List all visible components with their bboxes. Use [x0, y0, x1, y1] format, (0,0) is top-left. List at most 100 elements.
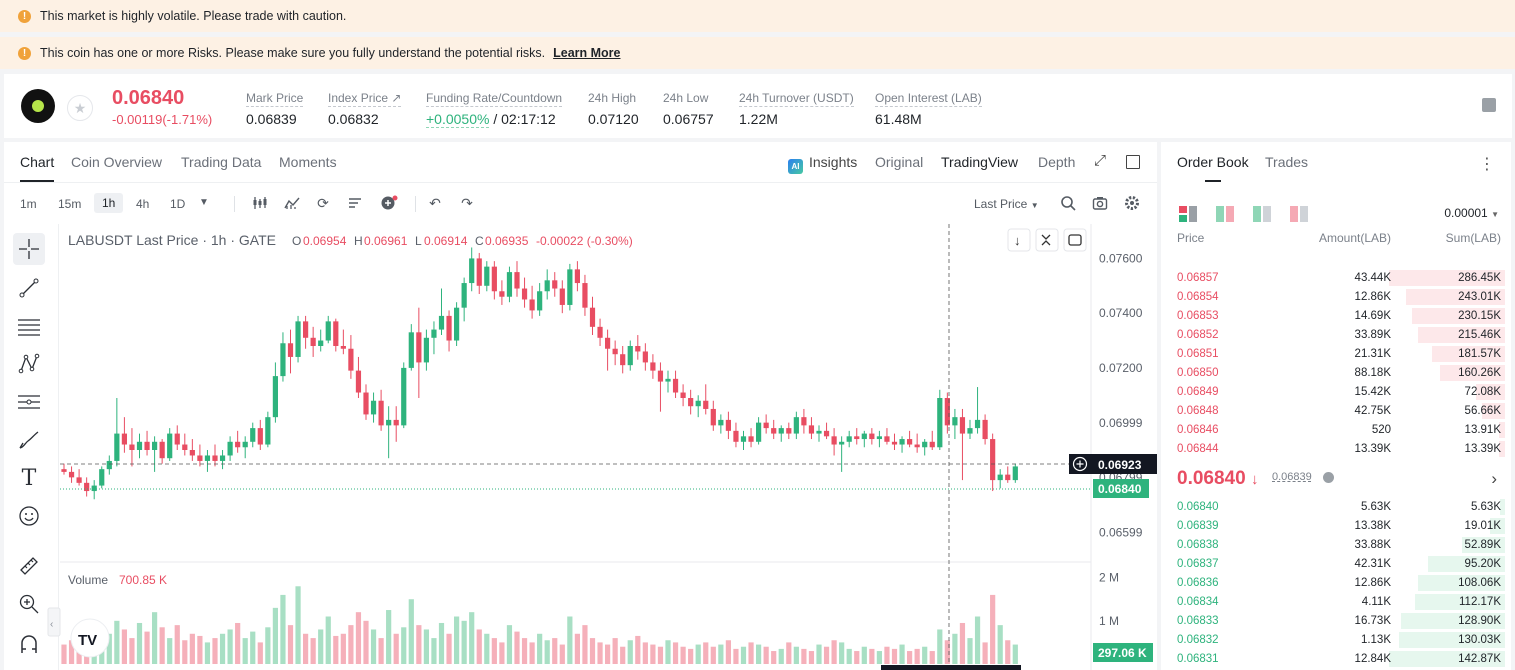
candle: [484, 261, 490, 292]
chevron-right-icon[interactable]: ›: [1491, 469, 1497, 488]
bid-row[interactable]: 0.06836 12.86K 108.06K: [1161, 574, 1511, 593]
favorite-star-icon[interactable]: ★: [67, 95, 93, 121]
candle: [99, 466, 105, 489]
stat-label[interactable]: Mark Price: [246, 91, 304, 107]
bid-row[interactable]: 0.06840 5.63K 5.63K: [1161, 498, 1511, 517]
book-icon[interactable]: [1482, 98, 1496, 112]
layout-asks-icon[interactable]: [1290, 206, 1308, 227]
interval-1h[interactable]: 1h: [94, 193, 124, 213]
indicators-icon[interactable]: [284, 195, 300, 211]
templates-icon[interactable]: [347, 195, 363, 211]
projection-icon[interactable]: [13, 386, 45, 418]
tab-order-book[interactable]: Order Book: [1177, 154, 1249, 182]
bid-row[interactable]: 0.06831 12.84K 142.87K: [1161, 650, 1511, 669]
brush-icon[interactable]: [13, 424, 45, 456]
redo-icon[interactable]: ↷: [461, 195, 473, 211]
bid-row[interactable]: 0.06839 13.38K 19.01K: [1161, 517, 1511, 536]
tab-trades[interactable]: Trades: [1265, 154, 1309, 170]
fullscreen-icon[interactable]: [1126, 155, 1140, 169]
bid-row[interactable]: 0.06837 42.31K 95.20K: [1161, 555, 1511, 574]
ask-row[interactable]: 0.06844 13.39K 13.39K: [1161, 440, 1511, 459]
tab-chart[interactable]: Chart: [12, 154, 62, 182]
trend-line-icon[interactable]: [13, 272, 45, 304]
ask-row[interactable]: 0.06849 15.42K 72.08K: [1161, 383, 1511, 402]
layout-mixed-icon[interactable]: [1216, 206, 1234, 227]
bid-row[interactable]: 0.06833 16.73K 128.90K: [1161, 612, 1511, 631]
settings-gear-icon[interactable]: [1124, 195, 1140, 211]
insights-button[interactable]: AI Insights: [788, 154, 857, 174]
candle: [959, 408, 966, 481]
volatility-text: This market is highly volatile. Please t…: [40, 9, 347, 23]
ask-sum: 72.08K: [1464, 386, 1501, 398]
zoom-in-icon[interactable]: [13, 588, 45, 620]
learn-more-link[interactable]: Learn More: [553, 46, 621, 60]
stat-label[interactable]: Index Price ↗: [328, 91, 402, 107]
depth-bar: [1431, 346, 1505, 362]
volume-bar: [506, 625, 513, 664]
ai-icon: AI: [788, 159, 803, 174]
alerts-plus-icon[interactable]: [380, 195, 398, 211]
view-tradingview[interactable]: TradingView: [941, 154, 1019, 170]
tab-coin-overview[interactable]: Coin Overview: [71, 154, 163, 170]
candle-body: [499, 291, 505, 297]
text-tool-icon[interactable]: T: [21, 465, 37, 491]
stat-label[interactable]: Funding Rate/Countdown: [426, 91, 563, 107]
camera-icon[interactable]: [1092, 195, 1108, 211]
layout-both-icon[interactable]: [1179, 206, 1197, 227]
precision-select[interactable]: 0.00001 ▼: [1444, 206, 1499, 220]
legend-change: -0.00022 (-0.30%): [536, 234, 633, 248]
view-original[interactable]: Original: [875, 154, 924, 170]
ask-row[interactable]: 0.06852 33.89K 215.46K: [1161, 326, 1511, 345]
interval-1m[interactable]: 1m: [20, 197, 37, 211]
ruler-icon[interactable]: [13, 550, 45, 582]
ask-row[interactable]: 0.06857 43.44K 286.45K: [1161, 269, 1511, 288]
volume-bar: [242, 638, 248, 664]
emoji-icon[interactable]: [13, 500, 45, 532]
ask-row[interactable]: 0.06848 42.75K 56.66K: [1161, 402, 1511, 421]
expand-icon[interactable]: ⤢: [1094, 152, 1107, 169]
candle-body: [808, 425, 815, 434]
compare-icon[interactable]: ⟳: [317, 195, 329, 211]
interval-4h[interactable]: 4h: [136, 197, 150, 211]
ask-row[interactable]: 0.06846 520 13.91K: [1161, 421, 1511, 440]
candle-body: [552, 280, 558, 289]
ask-row[interactable]: 0.06850 88.18K 160.26K: [1161, 364, 1511, 383]
more-options-icon[interactable]: ⋮: [1479, 156, 1495, 173]
stat-label[interactable]: 24h Turnover (USDT): [739, 91, 854, 107]
candle-body: [212, 455, 218, 461]
search-icon[interactable]: [1060, 195, 1076, 211]
candle: [227, 436, 233, 461]
mid-price[interactable]: 0.06840 ↓: [1177, 468, 1258, 490]
bid-row[interactable]: 0.06838 33.88K 52.89K: [1161, 536, 1511, 555]
volume-bar: [589, 638, 596, 664]
tab-trading-data[interactable]: Trading Data: [181, 154, 262, 170]
bid-row[interactable]: 0.06832 1.13K 130.03K: [1161, 631, 1511, 650]
interval-15m[interactable]: 15m: [58, 197, 82, 211]
ask-row[interactable]: 0.06854 12.86K 243.01K: [1161, 288, 1511, 307]
magnet-icon[interactable]: [13, 628, 45, 660]
candle: [416, 307, 422, 398]
price-chart[interactable]: LABUSDT Last Price · 1h · GATE O 0.06954…: [4, 224, 1157, 670]
interval-dropdown-icon[interactable]: ▼: [199, 197, 209, 208]
candle-body: [710, 408, 716, 426]
tab-moments[interactable]: Moments: [279, 154, 337, 170]
ask-row[interactable]: 0.06853 14.69K 230.15K: [1161, 307, 1511, 326]
volume-bar: [907, 651, 913, 664]
pattern-icon[interactable]: [13, 348, 45, 380]
stat-label[interactable]: Open Interest (LAB): [875, 91, 982, 107]
undo-icon[interactable]: ↶: [429, 195, 441, 211]
ask-row[interactable]: 0.06851 21.31K 181.57K: [1161, 345, 1511, 364]
layout-bids-icon[interactable]: [1253, 206, 1271, 227]
candle-body: [242, 441, 248, 448]
bid-row[interactable]: 0.06834 4.11K 112.17K: [1161, 593, 1511, 612]
volume-bar: [672, 642, 679, 664]
candles-icon[interactable]: [252, 195, 268, 211]
view-depth[interactable]: Depth: [1038, 154, 1076, 170]
fib-lines-icon[interactable]: [13, 310, 45, 342]
crosshair-icon[interactable]: [13, 233, 45, 265]
ask-price: 0.06857: [1177, 272, 1219, 284]
interval-1d[interactable]: 1D: [170, 197, 186, 211]
volume-bar: [476, 629, 482, 664]
ask-price: 0.06850: [1177, 367, 1219, 379]
price-source-select[interactable]: Last Price ▼: [974, 197, 1039, 211]
